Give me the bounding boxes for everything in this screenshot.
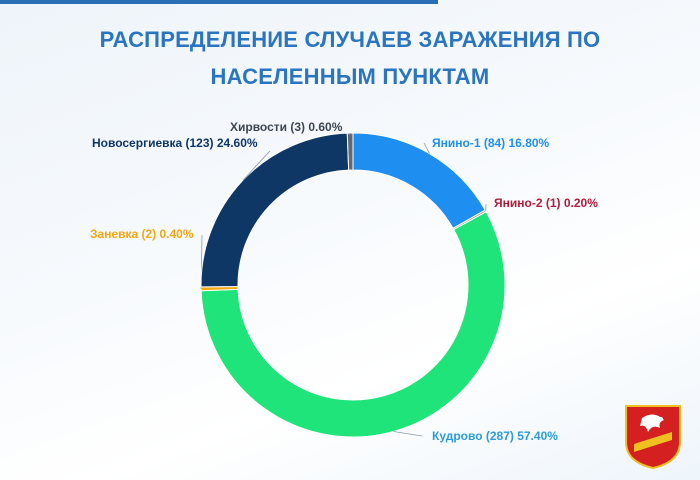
coat-of-arms-icon (625, 405, 681, 470)
slice-label-5: Новосергиевка (123) 24.60% (92, 136, 258, 150)
donut-slice-3 (200, 211, 506, 438)
slice-label-4: Заневка (2) 0.40% (90, 227, 194, 241)
slice-label-6: Хирвости (3) 0.60% (230, 120, 343, 134)
leader-line-3 (393, 431, 423, 437)
donut-slice-5 (200, 132, 350, 288)
leader-line-1 (423, 142, 430, 154)
slice-label-2: Янино-2 (1) 0.20% (494, 196, 598, 210)
chart-title-line-1: РАСПРЕДЕЛЕНИЕ СЛУЧАЕВ ЗАРАЖЕНИЯ ПО (99, 27, 601, 52)
chart-title-line-2: НАСЕЛЕННЫМ ПУНКТАМ (210, 64, 490, 89)
slice-label-1: Янино-1 (84) 16.80% (432, 136, 550, 150)
leader-line-5 (242, 150, 271, 181)
top-accent-bar (0, 0, 438, 4)
slice-label-3: Кудрово (287) 57.40% (432, 429, 558, 443)
donut-slice-6 (346, 132, 354, 171)
